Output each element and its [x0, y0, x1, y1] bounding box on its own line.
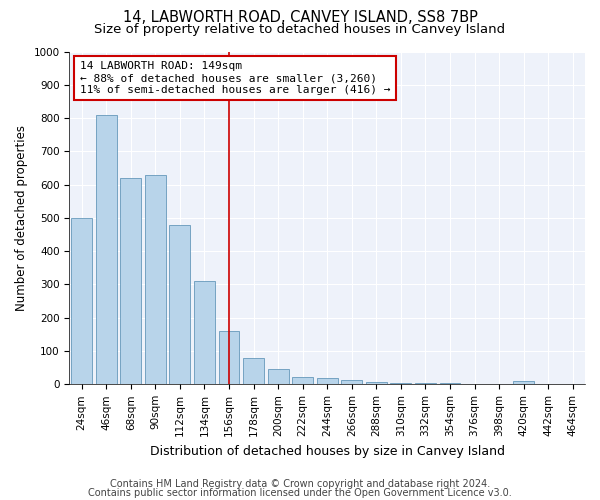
Bar: [145, 174, 166, 384]
Text: Contains public sector information licensed under the Open Government Licence v3: Contains public sector information licen…: [88, 488, 512, 498]
Text: Contains HM Land Registry data © Crown copyright and database right 2024.: Contains HM Land Registry data © Crown c…: [110, 479, 490, 489]
Bar: [292, 377, 313, 384]
Bar: [268, 370, 289, 384]
Bar: [121, 178, 141, 384]
Bar: [96, 114, 116, 384]
Bar: [391, 382, 411, 384]
Bar: [194, 281, 215, 384]
Bar: [513, 381, 534, 384]
Text: Size of property relative to detached houses in Canvey Island: Size of property relative to detached ho…: [94, 22, 506, 36]
Bar: [71, 218, 92, 384]
Y-axis label: Number of detached properties: Number of detached properties: [15, 125, 28, 311]
Text: 14, LABWORTH ROAD, CANVEY ISLAND, SS8 7BP: 14, LABWORTH ROAD, CANVEY ISLAND, SS8 7B…: [122, 10, 478, 25]
Text: 14 LABWORTH ROAD: 149sqm
← 88% of detached houses are smaller (3,260)
11% of sem: 14 LABWORTH ROAD: 149sqm ← 88% of detach…: [80, 62, 390, 94]
Bar: [341, 380, 362, 384]
Bar: [243, 358, 264, 384]
Bar: [366, 382, 387, 384]
Bar: [317, 378, 338, 384]
Bar: [218, 331, 239, 384]
X-axis label: Distribution of detached houses by size in Canvey Island: Distribution of detached houses by size …: [150, 444, 505, 458]
Bar: [169, 224, 190, 384]
